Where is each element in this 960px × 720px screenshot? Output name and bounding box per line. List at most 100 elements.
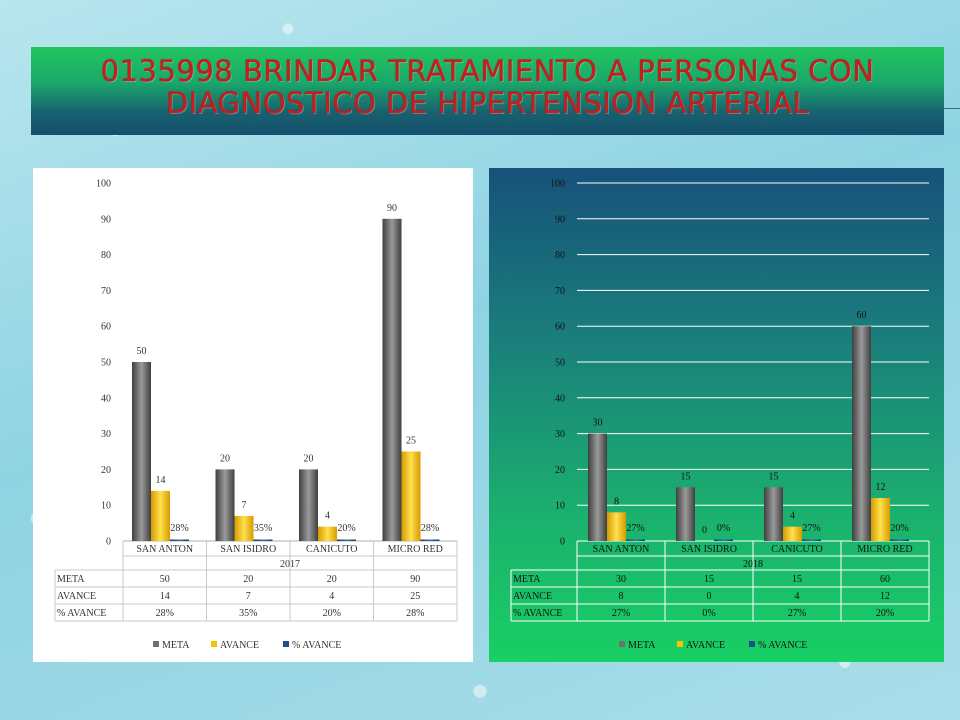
table-cell: 90 [410, 574, 420, 585]
legend-item: AVANCE [686, 640, 725, 651]
table-row-header: AVANCE [57, 591, 96, 602]
y-tick-label: 80 [101, 250, 111, 261]
table-cell: 12 [880, 591, 890, 602]
table-cell: 30 [616, 574, 626, 585]
y-tick-label: 30 [555, 429, 565, 440]
bar-meta [588, 433, 607, 541]
bar-meta [852, 326, 871, 541]
banner-divider [944, 108, 960, 109]
bar-meta [215, 469, 235, 541]
data-label: 30 [593, 418, 603, 429]
bar-avance [714, 539, 733, 541]
table-cell: 14 [160, 591, 170, 602]
y-tick-label: 80 [555, 250, 565, 261]
category-label: SAN ANTON [136, 544, 193, 555]
data-label: 4 [790, 511, 795, 522]
bar-avance [151, 490, 170, 541]
table-row-header: META [513, 574, 541, 585]
table-cell: 20% [323, 608, 341, 619]
table-cell: 27% [612, 608, 630, 619]
table-cell: 28% [406, 608, 424, 619]
data-label: 90 [387, 203, 397, 214]
y-tick-label: 10 [101, 501, 111, 512]
table-cell: 4 [795, 591, 800, 602]
y-tick-label: 90 [101, 214, 111, 225]
y-tick-label: 40 [555, 393, 565, 404]
table-cell: 60 [880, 574, 890, 585]
category-label: MICRO RED [388, 544, 443, 555]
legend-item: META [628, 640, 656, 651]
y-tick-label: 20 [555, 465, 565, 476]
y-tick-label: 50 [555, 358, 565, 369]
y-tick-label: 100 [96, 179, 111, 190]
legend-swatch [677, 641, 683, 647]
data-label: 20 [304, 453, 314, 464]
data-label: 20 [220, 453, 230, 464]
y-tick-label: 0 [560, 537, 565, 548]
data-label: 15 [681, 471, 691, 482]
data-label: 0% [717, 523, 730, 534]
y-tick-label: 70 [101, 286, 111, 297]
bar-avance [170, 539, 189, 541]
bar-meta [299, 469, 318, 541]
table-cell: 0 [707, 591, 712, 602]
legend-swatch [153, 641, 159, 647]
chart-2017: 0 10 20 30 40 50 60 70 80 90 100 50 14 28% 20 7 35% 20 4 20… [54, 179, 458, 651]
table-cell: 7 [246, 591, 251, 602]
legend-swatch [283, 641, 289, 647]
y-tick-label: 30 [101, 429, 111, 440]
y-tick-label: 70 [555, 286, 565, 297]
table-cell: 50 [160, 574, 170, 585]
bar-avance [607, 512, 626, 541]
category-label: CANICUTO [771, 544, 822, 555]
legend-swatch [211, 641, 217, 647]
bar-meta [764, 487, 783, 541]
chart-panel-2018: 0 10 20 30 40 50 60 70 80 90 100 30 8 27% 15 0 0% 15 4 27% 6… [489, 168, 944, 662]
table-cell: 27% [788, 608, 806, 619]
legend-item: AVANCE [220, 640, 259, 651]
data-label: 20% [890, 523, 908, 534]
data-label: 28% [170, 523, 188, 534]
table-cell: 25 [410, 591, 420, 602]
bar-meta [382, 218, 402, 542]
table-cell: 4 [329, 591, 334, 602]
data-label: 27% [802, 523, 820, 534]
category-label: SAN ISIDRO [681, 544, 737, 555]
bar-avance [626, 539, 645, 541]
table-row-header: % AVANCE [513, 608, 562, 619]
data-label: 25 [406, 436, 416, 447]
data-label: 0 [702, 525, 707, 536]
table-cell: 20 [243, 574, 253, 585]
bar-meta [132, 362, 151, 541]
table-row-header: AVANCE [513, 591, 552, 602]
data-label: 15 [769, 471, 779, 482]
data-label: 14 [156, 475, 166, 486]
y-tick-label: 60 [555, 322, 565, 333]
y-tick-label: 10 [555, 501, 565, 512]
data-label: 60 [857, 310, 867, 321]
bar-avance [318, 526, 337, 541]
bar-avance [337, 539, 356, 541]
data-label: 27% [626, 523, 644, 534]
bar-meta [676, 487, 695, 541]
table-row-header: META [57, 574, 85, 585]
page-title: 0135998 BRINDAR TRATAMIENTO A PERSONAS C… [100, 54, 875, 120]
table-cell: 15 [704, 574, 714, 585]
y-tick-label: 20 [101, 465, 111, 476]
bar-avance [783, 526, 802, 541]
y-tick-label: 50 [101, 358, 111, 369]
legend-item: % AVANCE [292, 640, 341, 651]
title-banner [31, 47, 944, 135]
table-row-header: % AVANCE [57, 608, 106, 619]
table-cell: 20 [327, 574, 337, 585]
legend-swatch [749, 641, 755, 647]
data-label: 12 [876, 482, 886, 493]
y-tick-label: 0 [106, 537, 111, 548]
legend-item: META [162, 640, 190, 651]
data-label: 28% [421, 523, 439, 534]
data-label: 35% [254, 523, 272, 534]
y-tick-label: 90 [555, 214, 565, 225]
table-cell: 35% [239, 608, 257, 619]
chart-panel-2017: 0 10 20 30 40 50 60 70 80 90 100 50 14 28% 20 7 35% 20 4 20… [33, 168, 473, 662]
